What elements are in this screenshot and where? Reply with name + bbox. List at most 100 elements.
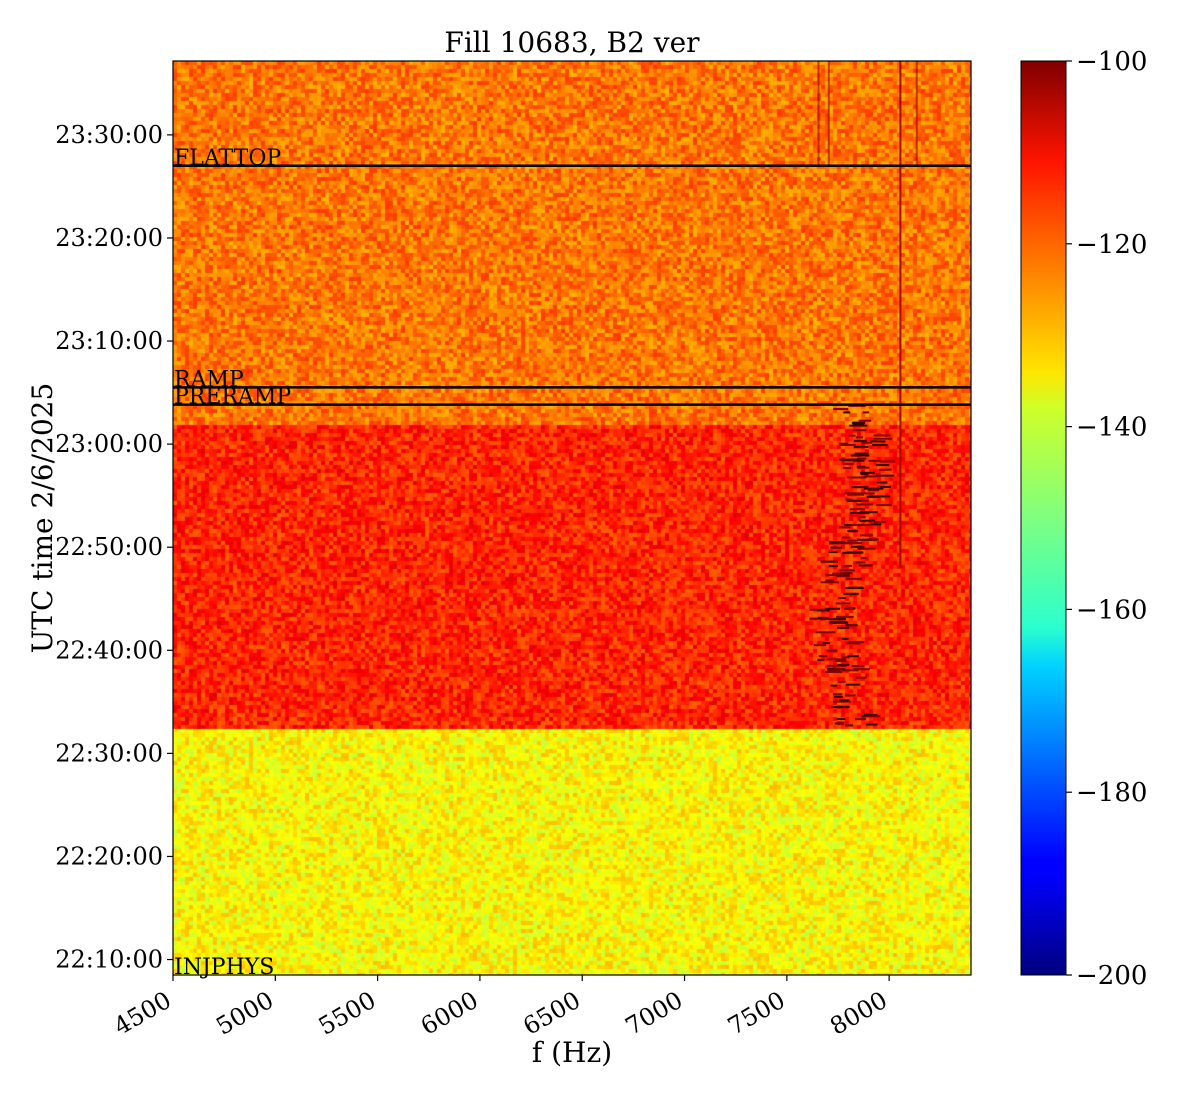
x-tick-label: 7000 [621,986,688,1041]
mode-streak [827,669,842,672]
mode-streak [850,454,870,457]
mode-streak [853,439,867,442]
mode-streak [835,602,851,605]
mode-streak [853,668,870,671]
mode-streak [845,587,865,590]
mode-streak [839,442,848,445]
mode-streak [852,429,867,432]
x-tick-label: 5000 [211,986,278,1041]
mode-streak [853,459,865,462]
mode-streak [875,464,890,467]
plot-frame [172,60,972,976]
mode-streak [857,538,878,541]
mode-streak [842,564,853,567]
colorbar-tick-label: −200 [1076,961,1147,991]
mode-streak [845,683,861,686]
mode-streak [813,644,827,647]
mode-streak [827,667,836,670]
y-tick-label: 23:00:00 [55,430,163,458]
mode-streak [842,462,854,465]
y-tick-label: 23:20:00 [55,224,163,252]
mode-streak [841,637,849,640]
mode-streak [868,459,881,462]
mode-streak [853,445,869,448]
mode-streak [860,519,875,522]
mode-streak [822,642,831,645]
mode-streak [863,487,884,490]
mode-streak [845,724,854,727]
mode-streak [858,564,873,567]
mode-streak [820,560,839,563]
mode-streak [833,695,843,698]
mode-streak [872,495,891,498]
x-tick-label: 5500 [314,986,381,1041]
tone-line [899,61,902,568]
mode-streak [852,423,865,426]
mode-streak [832,542,839,545]
mode-streak [809,617,823,620]
mode-streak [879,468,892,471]
mode-streak [827,664,847,667]
mode-streak [839,569,855,572]
mode-streak [864,475,876,478]
mode-streak [832,700,851,703]
mode-streak [851,523,871,526]
phase-label: RAMP [174,367,244,392]
mode-streak [876,481,888,484]
mode-streak [839,458,859,461]
mode-streak [849,424,868,427]
mode-streak [842,536,851,539]
mode-streak [845,694,856,697]
mode-streak [848,434,856,437]
mode-streak [846,499,862,502]
mode-streak [843,411,851,414]
mode-streak [838,680,846,683]
mode-streak [837,626,849,629]
mode-streak [839,443,856,446]
mode-streak [857,457,867,460]
mode-streak [826,649,838,652]
mode-streak [848,641,865,644]
y-tick-label: 22:20:00 [55,842,163,870]
mode-streak [838,526,851,529]
mode-streak [833,693,843,696]
x-axis-label: f (Hz) [532,1036,612,1069]
mode-streak [865,723,878,726]
mode-streak [851,421,866,424]
colorbar-tick-label: −180 [1076,778,1147,808]
mode-streak [855,503,874,506]
mode-streak [858,516,866,519]
mode-streak [839,699,850,702]
mode-streak [859,511,878,514]
mode-streak [832,618,847,621]
chart-title: Fill 10683, B2 ver [444,26,700,59]
mode-streak [836,575,850,578]
mode-streak [844,492,858,495]
mode-streak [828,565,839,568]
mode-streak [854,452,869,455]
mode-streak [843,542,863,545]
colorbar-gradient [1020,60,1067,976]
mode-streak [867,489,880,492]
x-tick-label: 7500 [723,986,790,1041]
y-tick-label: 23:10:00 [55,327,163,355]
mode-streak [846,539,858,542]
mode-streak [872,444,888,447]
mode-streak [866,495,876,498]
mode-streak [873,434,891,437]
mode-streak [830,684,838,687]
mode-streak [862,411,870,414]
colorbar-tick-label: −160 [1076,595,1147,625]
mode-streak [846,577,862,580]
phase-label: PRERAMP [174,385,291,410]
mode-streak [841,656,850,659]
mode-streak [836,717,846,720]
mode-streak [845,624,858,627]
mode-streak [855,676,867,679]
colorbar: −100 −120 −140 −160 −180 −200 [1020,47,1147,991]
mode-streak [818,655,828,658]
mode-streak [858,419,872,422]
mode-streak [829,541,846,544]
mode-streak [820,581,839,584]
